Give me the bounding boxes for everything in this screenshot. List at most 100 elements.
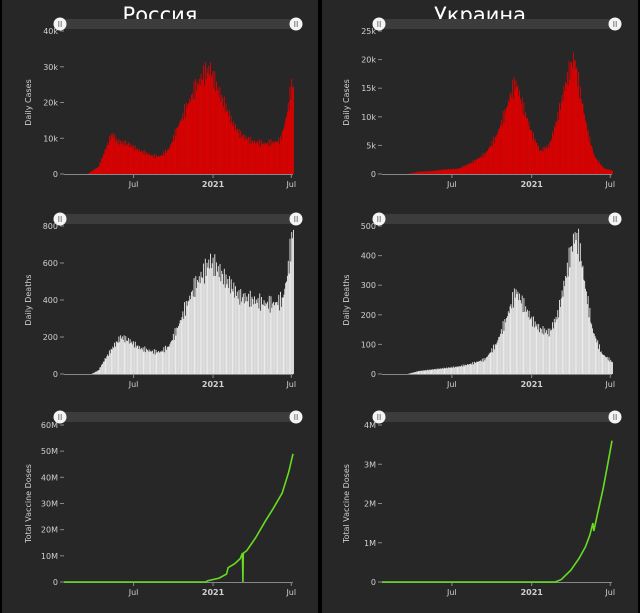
daily-bar bbox=[198, 276, 200, 374]
range-slider-handle-start[interactable] bbox=[53, 212, 67, 226]
daily-bar bbox=[223, 284, 224, 374]
daily-bar bbox=[479, 157, 481, 174]
x-tick-label: Jul bbox=[604, 588, 615, 597]
daily-bar bbox=[523, 298, 525, 374]
daily-bar bbox=[498, 128, 500, 174]
daily-bar bbox=[171, 340, 173, 374]
daily-bar bbox=[457, 168, 459, 174]
panel-russia: Россия 0 10k 20k 30k 40k Daily Cases Jul 2021 Ju… bbox=[2, 0, 318, 613]
daily-bar bbox=[516, 293, 518, 374]
range-slider-handle-end[interactable] bbox=[289, 17, 303, 31]
range-slider-handle-start[interactable] bbox=[372, 17, 386, 31]
daily-bar bbox=[113, 138, 115, 174]
range-slider-handle-start[interactable] bbox=[53, 410, 67, 424]
daily-bar bbox=[169, 344, 171, 374]
daily-bar bbox=[142, 347, 144, 374]
daily-bar bbox=[255, 141, 257, 174]
range-slider-handle-end[interactable] bbox=[608, 212, 622, 226]
daily-bar bbox=[105, 150, 107, 174]
daily-bar bbox=[225, 103, 227, 174]
range-slider-track[interactable] bbox=[60, 19, 296, 29]
daily-bar bbox=[568, 60, 570, 174]
daily-bar bbox=[595, 158, 597, 174]
daily-bar bbox=[130, 343, 132, 374]
daily-bar bbox=[267, 301, 268, 374]
daily-bar bbox=[539, 332, 540, 374]
range-slider-track[interactable] bbox=[379, 214, 615, 224]
daily-bar bbox=[441, 169, 443, 174]
daily-bar bbox=[114, 141, 116, 174]
daily-bar bbox=[152, 154, 154, 174]
daily-bar bbox=[552, 322, 554, 374]
daily-bar bbox=[267, 145, 269, 174]
range-slider-handle-end[interactable] bbox=[289, 212, 303, 226]
range-slider-handle-end[interactable] bbox=[608, 17, 622, 31]
daily-bar bbox=[455, 366, 457, 374]
daily-bar bbox=[488, 353, 490, 374]
daily-bar bbox=[148, 153, 150, 174]
daily-bar bbox=[544, 146, 546, 174]
range-slider-handle-start[interactable] bbox=[53, 17, 67, 31]
daily-bar bbox=[592, 328, 593, 374]
daily-bar bbox=[612, 362, 613, 374]
daily-bar bbox=[251, 140, 253, 174]
range-slider-track[interactable] bbox=[60, 214, 296, 224]
daily-bar bbox=[165, 345, 167, 374]
daily-bar bbox=[225, 274, 227, 374]
daily-bar bbox=[143, 154, 145, 174]
daily-bar bbox=[90, 171, 92, 174]
daily-bar bbox=[421, 171, 423, 174]
y-tick-label: 2M bbox=[364, 500, 376, 509]
daily-bar bbox=[117, 342, 119, 374]
daily-bar bbox=[269, 312, 271, 374]
daily-bar bbox=[474, 160, 476, 174]
daily-bar bbox=[127, 340, 128, 374]
daily-bar bbox=[551, 139, 553, 174]
y-tick-label: 200 bbox=[361, 311, 376, 320]
x-tick-label: Jul bbox=[446, 588, 457, 597]
daily-bar bbox=[289, 86, 291, 174]
daily-bar bbox=[151, 155, 153, 174]
daily-bar bbox=[529, 129, 531, 174]
range-slider-track[interactable] bbox=[379, 19, 615, 29]
daily-bar bbox=[275, 302, 277, 374]
daily-bar bbox=[473, 364, 475, 374]
x-tick-label: 2021 bbox=[202, 180, 225, 189]
daily-bar bbox=[472, 362, 474, 374]
daily-bar bbox=[276, 301, 278, 374]
daily-bar bbox=[586, 304, 588, 374]
daily-bar bbox=[508, 313, 510, 374]
daily-bar bbox=[533, 327, 535, 374]
daily-bar bbox=[557, 112, 559, 174]
y-tick-label: 100 bbox=[361, 340, 376, 349]
daily-bar bbox=[197, 82, 198, 174]
daily-bar bbox=[252, 298, 254, 374]
daily-bar bbox=[567, 276, 569, 374]
range-slider-handle-end[interactable] bbox=[608, 410, 622, 424]
daily-bar bbox=[449, 367, 451, 374]
daily-bar bbox=[261, 140, 262, 174]
daily-bar bbox=[592, 148, 593, 174]
range-slider-track[interactable] bbox=[379, 412, 615, 422]
daily-bar bbox=[428, 171, 430, 174]
daily-bar bbox=[489, 146, 491, 174]
daily-bar bbox=[580, 98, 582, 174]
y-tick-label: 3M bbox=[364, 460, 376, 469]
daily-bar bbox=[224, 287, 226, 374]
daily-bar bbox=[206, 67, 208, 174]
range-slider-handle-end[interactable] bbox=[289, 410, 303, 424]
range-slider-handle-start[interactable] bbox=[372, 212, 386, 226]
daily-bar bbox=[578, 228, 580, 374]
daily-bar bbox=[505, 112, 507, 174]
range-slider-track[interactable] bbox=[60, 412, 296, 422]
daily-bar bbox=[573, 243, 575, 374]
daily-bar bbox=[180, 120, 182, 174]
daily-bar bbox=[520, 103, 522, 174]
daily-bar bbox=[264, 144, 266, 174]
daily-bar bbox=[255, 299, 257, 374]
daily-bar bbox=[128, 147, 130, 174]
daily-bar bbox=[497, 340, 499, 374]
daily-bar bbox=[188, 300, 190, 374]
range-slider-handle-start[interactable] bbox=[372, 410, 386, 424]
daily-bar bbox=[196, 90, 198, 174]
